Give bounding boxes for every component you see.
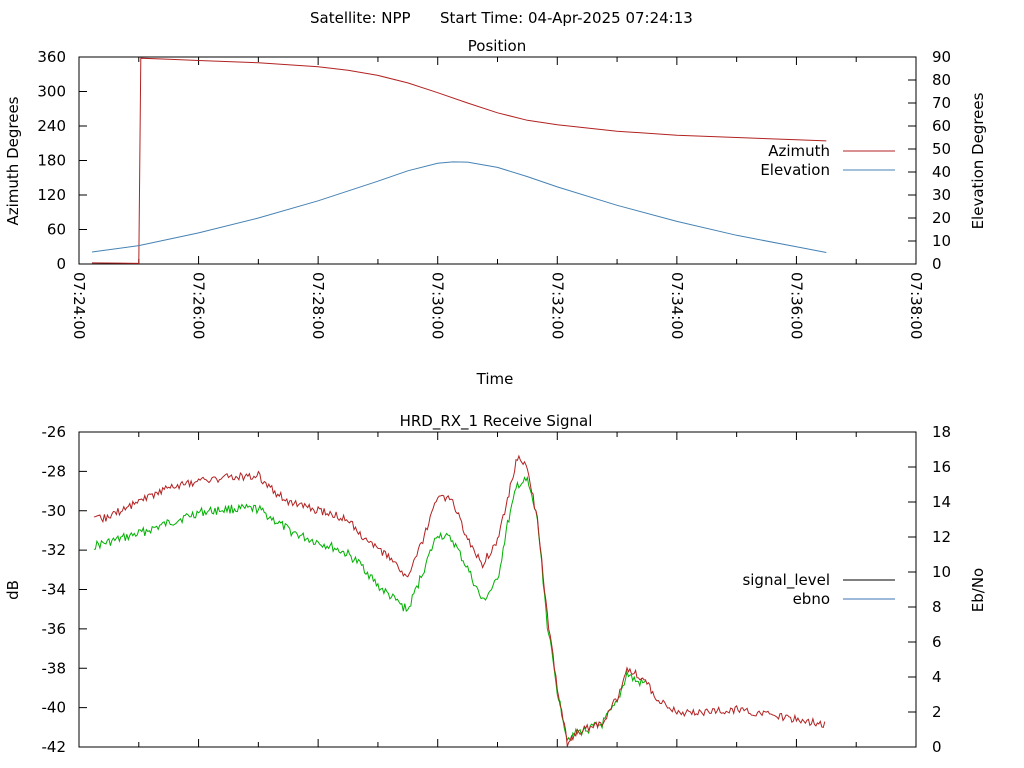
position-y2-tick-labels: 0 10 20 30 40 50 60 70 80 90 — [932, 48, 951, 273]
y2-tick-label: 50 — [932, 140, 951, 158]
receive-signal-ticks — [78, 431, 917, 748]
receive-signal-legend: signal_level ebno — [742, 571, 895, 608]
legend-signal-level-label: signal_level — [742, 571, 830, 590]
elevation-series-line — [91, 161, 827, 253]
receive-signal-panel: HRD_RX_1 Receive Signal -26-28-30-32-34-… — [4, 412, 987, 756]
position-ticks — [78, 56, 917, 265]
y2-tick-label: 16 — [932, 458, 951, 476]
y2-tick-label: 14 — [932, 493, 951, 511]
y2-tick-label: 20 — [932, 209, 951, 227]
x-tick-label: 07:30:00 — [429, 272, 447, 339]
legend-azimuth-label: Azimuth — [768, 142, 830, 160]
x-tick-label: 07:32:00 — [548, 272, 566, 339]
x-tick-label: 07:24:00 — [70, 272, 88, 339]
y2-tick-label: 0 — [932, 738, 942, 756]
x-tick-label: 07:36:00 — [787, 272, 805, 339]
y2-tick-label: 70 — [932, 94, 951, 112]
position-title: Position — [468, 37, 526, 55]
y2-tick-label: 30 — [932, 186, 951, 204]
position-y-tick-labels: 0 60 120 180 240 300 360 — [37, 48, 66, 273]
x-tick-label: 07:26:00 — [190, 272, 208, 339]
position-y2-axis-label: Elevation Degrees — [969, 92, 987, 229]
position-x-axis-label: Time — [476, 370, 514, 388]
receive-signal-y2-tick-labels: 0 2 4 6 8 10 12 14 16 18 — [932, 423, 951, 756]
y-tick-label: 240 — [37, 117, 66, 135]
position-y-axis-label: Azimuth Degrees — [4, 96, 22, 225]
satellite-label: Satellite: NPP — [310, 9, 411, 27]
y-tick-label: -38 — [42, 659, 67, 677]
position-legend: Azimuth Elevation — [760, 142, 895, 179]
y-tick-label: 0 — [56, 255, 66, 273]
legend-elevation-label: Elevation — [760, 161, 830, 179]
y-tick-label: -34 — [42, 581, 67, 599]
y2-tick-label: 2 — [932, 703, 942, 721]
y-tick-label: 180 — [37, 152, 66, 170]
position-panel: Position 0 60 120 180 240 300 360 0 10 20 30 40 50 6… — [4, 37, 987, 388]
y2-tick-label: 90 — [932, 48, 951, 66]
y-tick-label: -32 — [42, 541, 67, 559]
y-tick-label: -30 — [42, 502, 67, 520]
y2-tick-label: 8 — [932, 598, 942, 616]
receive-signal-y-tick-labels: -26 -28 -30 -32 -34 -36 -38 -40 -42 — [42, 423, 67, 756]
y-tick-label: -42 — [42, 738, 67, 756]
azimuth-series-line — [91, 57, 827, 264]
y2-tick-label: 12 — [932, 528, 951, 546]
y-tick-label: -26 — [42, 423, 67, 441]
y2-tick-label: 60 — [932, 117, 951, 135]
signal-level-series-line — [93, 454, 826, 747]
y-tick-label: -28 — [42, 462, 67, 480]
y2-tick-label: 6 — [932, 633, 942, 651]
y2-tick-label: 10 — [932, 563, 951, 581]
x-tick-label: 07:28:00 — [309, 272, 327, 339]
y2-tick-label: 10 — [932, 232, 951, 250]
ebno-series-line — [93, 475, 646, 742]
x-tick-label: 07:38:00 — [907, 272, 925, 339]
y-tick-label: -36 — [42, 620, 67, 638]
y-tick-label: 120 — [37, 186, 66, 204]
x-tick-label: 07:34:00 — [668, 272, 686, 339]
y-tick-label: 60 — [47, 221, 66, 239]
y-tick-label: -40 — [42, 699, 67, 717]
y2-tick-label: 4 — [932, 668, 942, 686]
receive-signal-title: HRD_RX_1 Receive Signal — [400, 412, 593, 431]
y-tick-label: 360 — [37, 48, 66, 66]
y2-tick-label: 18 — [932, 423, 951, 441]
y-tick-label: 300 — [37, 83, 66, 101]
start-time-label: Start Time: 04-Apr-2025 07:24:13 — [440, 9, 693, 27]
position-x-tick-labels: 07:24:00 07:26:00 07:28:00 07:30:00 07:32:00… — [70, 272, 925, 339]
legend-ebno-label: ebno — [793, 590, 830, 608]
y2-tick-label: 80 — [932, 71, 951, 89]
receive-signal-y-axis-label: dB — [4, 580, 22, 600]
y2-tick-label: 0 — [932, 255, 942, 273]
receive-signal-y2-axis-label: Eb/No — [969, 568, 987, 612]
y2-tick-label: 40 — [932, 163, 951, 181]
